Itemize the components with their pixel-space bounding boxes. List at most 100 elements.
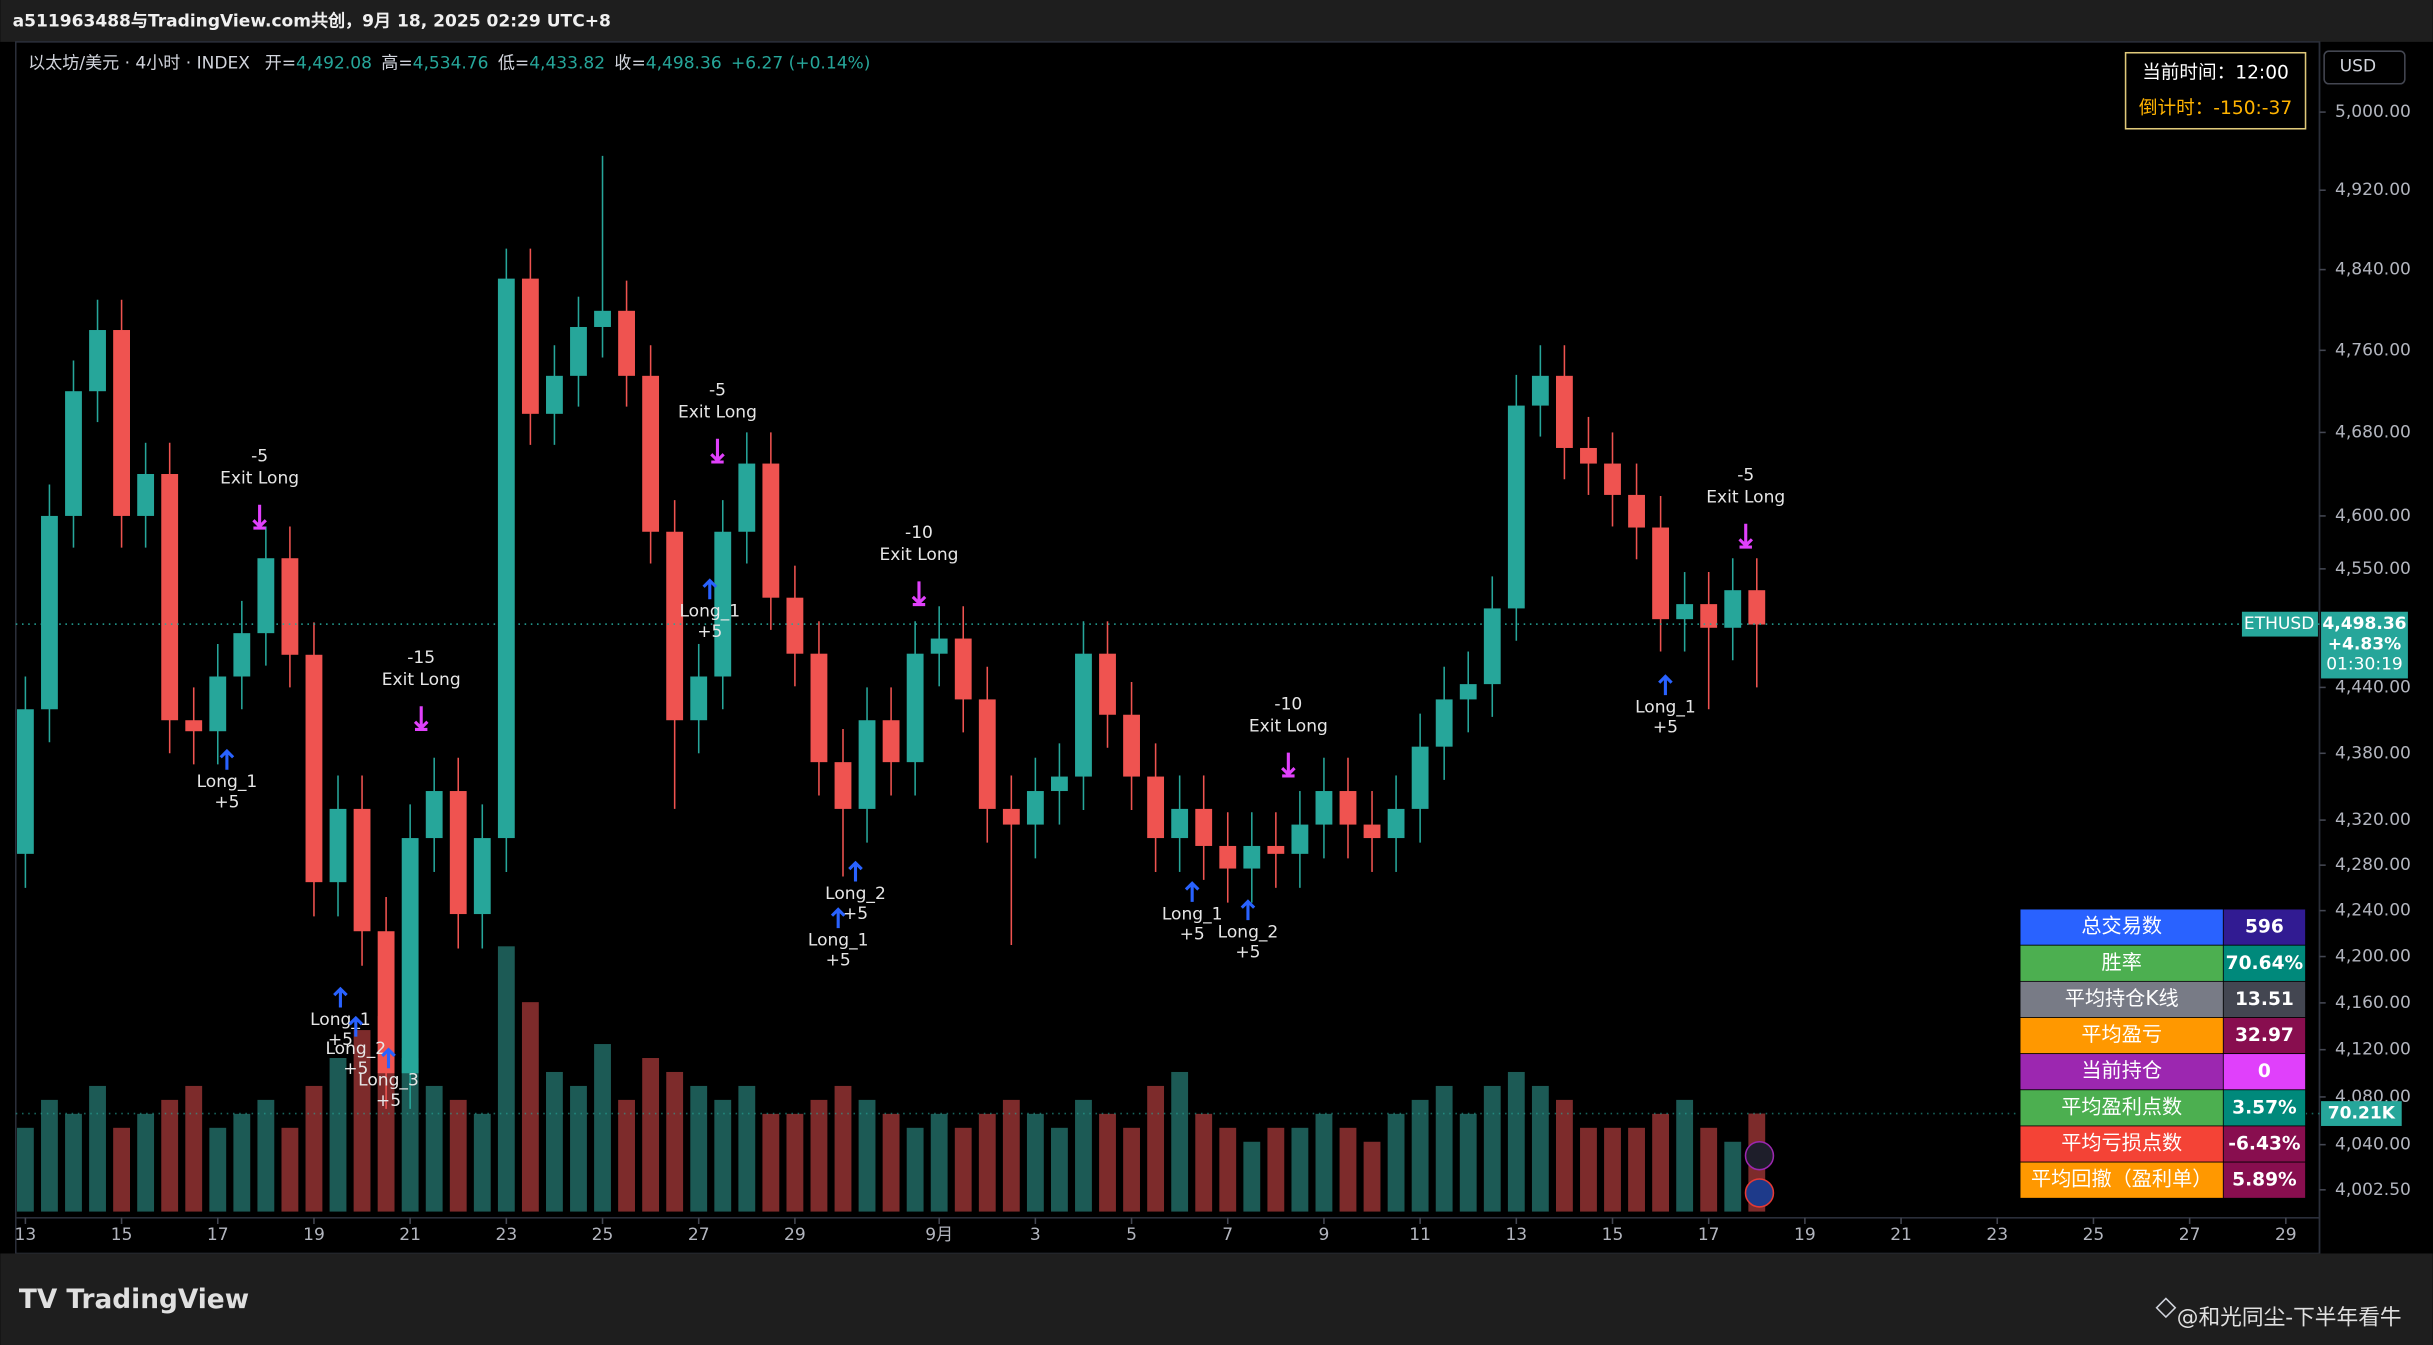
entry-label: Long_2 [325,1039,386,1059]
entry-qty: +5 [697,622,722,642]
exit-arrow [252,504,267,530]
exit-label: Exit Long [220,468,299,488]
candle-body [690,676,708,721]
candle-body [906,653,924,763]
entry-qty: +5 [214,792,239,812]
candle-body [113,330,130,516]
chart-title: 以太坊/美元 · 4小时 · INDEX [28,54,250,74]
exit-arrow [1738,523,1754,549]
entry-qty: +5 [843,904,868,924]
y-tick-label: 4,760.00 [2335,340,2411,360]
volume-bar [1026,1113,1044,1212]
candle-body [1147,776,1165,839]
volume-bar [858,1099,876,1212]
volume-bar [666,1071,684,1212]
volume-bar [209,1127,227,1212]
table-label-cell [2019,1161,2224,1199]
volume-bar [546,1071,563,1212]
candle-body [882,720,900,763]
x-tick-label: 23 [495,1225,517,1245]
currency-button[interactable] [2323,50,2406,85]
alert-icon[interactable] [1744,1141,1775,1171]
entry-arrow [219,748,235,770]
x-tick-label: 5 [1126,1225,1137,1245]
table-value-cell [2222,908,2306,946]
y-tick-label: 4,160.00 [2335,993,2411,1013]
exit-arrow [413,706,429,732]
table-label: 总交易数 [2081,914,2162,938]
top-bar [0,0,2433,42]
y-tick-label: 4,840.00 [2335,260,2411,280]
entry-qty: +5 [826,951,851,971]
entry-label: Long_1 [197,772,258,792]
price-tag [2321,611,2408,679]
symbol-tag-label: ETHUSD [2244,614,2314,634]
candle-body [1459,684,1477,700]
candle-body [1628,494,1645,528]
volume-bar [1002,1099,1020,1212]
candle-body [425,791,443,839]
candle-body [1002,808,1020,825]
entry-qty: +5 [343,1059,368,1079]
table-label: 平均持仓K线 [2065,986,2179,1010]
brand-logo: TV TradingView [19,1285,249,1315]
entry-qty: +5 [1180,924,1205,944]
volume-bar [1339,1127,1357,1212]
volume-bar [810,1099,828,1212]
volume-bar [497,946,515,1212]
volume-bar [978,1113,996,1212]
legend-value: 4,498.36 [646,54,722,74]
legend-name: 低= [498,54,529,74]
x-tick-label: 15 [1602,1225,1624,1245]
candle-body [497,278,515,839]
price-tag-countdown: 01:30:19 [2326,654,2403,674]
currency-label[interactable]: USD [2340,57,2376,77]
x-tick-label: 17 [207,1225,229,1245]
candle-body [1363,824,1381,839]
entry-qty: +5 [376,1091,401,1111]
candle-body [810,653,828,763]
exit-qty: -5 [251,447,268,467]
candle-body [209,676,227,732]
candle-body [353,808,371,932]
x-tick-label: 27 [688,1225,710,1245]
candle-body [930,638,948,654]
event-icon[interactable] [1744,1178,1775,1208]
stats-table: 总交易数 596 胜率 70.64% 平均持仓K线 13.51 平均盈亏 32.97 当前持仓 0… [2019,908,2306,1199]
volume-bar [16,1127,34,1212]
legend-value: 4,492.08 [296,54,372,74]
symbol-tag [2241,611,2318,637]
y-tick-label: 4,600.00 [2335,506,2411,526]
entry-arrow [1184,881,1200,902]
candle-body [738,463,756,532]
entry-arrow [848,860,863,882]
candle-body [1748,590,1766,625]
candle-body [1580,447,1597,464]
exit-label: Exit Long [880,545,959,565]
candle-body [1555,375,1573,448]
volume-bar [89,1085,106,1212]
table-value: 596 [2245,917,2284,938]
header-text: a511963488与TradingView.com共创，9月 18, 2025… [13,11,611,32]
y-tick-label: 4,240.00 [2335,901,2411,921]
candle-body [1435,699,1453,747]
candle-body [305,654,323,883]
candle-body [1531,375,1549,406]
exit-qty: -5 [709,381,726,401]
x-tick-label: 19 [303,1225,325,1245]
table-value: 5.89% [2232,1170,2297,1191]
volume-bar [161,1099,179,1212]
candle-body [1195,808,1213,846]
price-tag-label: 4,498.36 [2322,614,2406,634]
candle-body [1291,824,1309,854]
table-label: 平均盈亏 [2081,1022,2162,1046]
volume-bar [1604,1127,1621,1212]
volume-bar [906,1127,924,1212]
candle-body [1315,791,1333,825]
table-value-cell [2222,980,2306,1018]
volume-bar [714,1099,732,1212]
x-tick-label: 17 [1698,1225,1720,1245]
volume-bar [1483,1085,1501,1212]
volume-bar [618,1099,635,1212]
